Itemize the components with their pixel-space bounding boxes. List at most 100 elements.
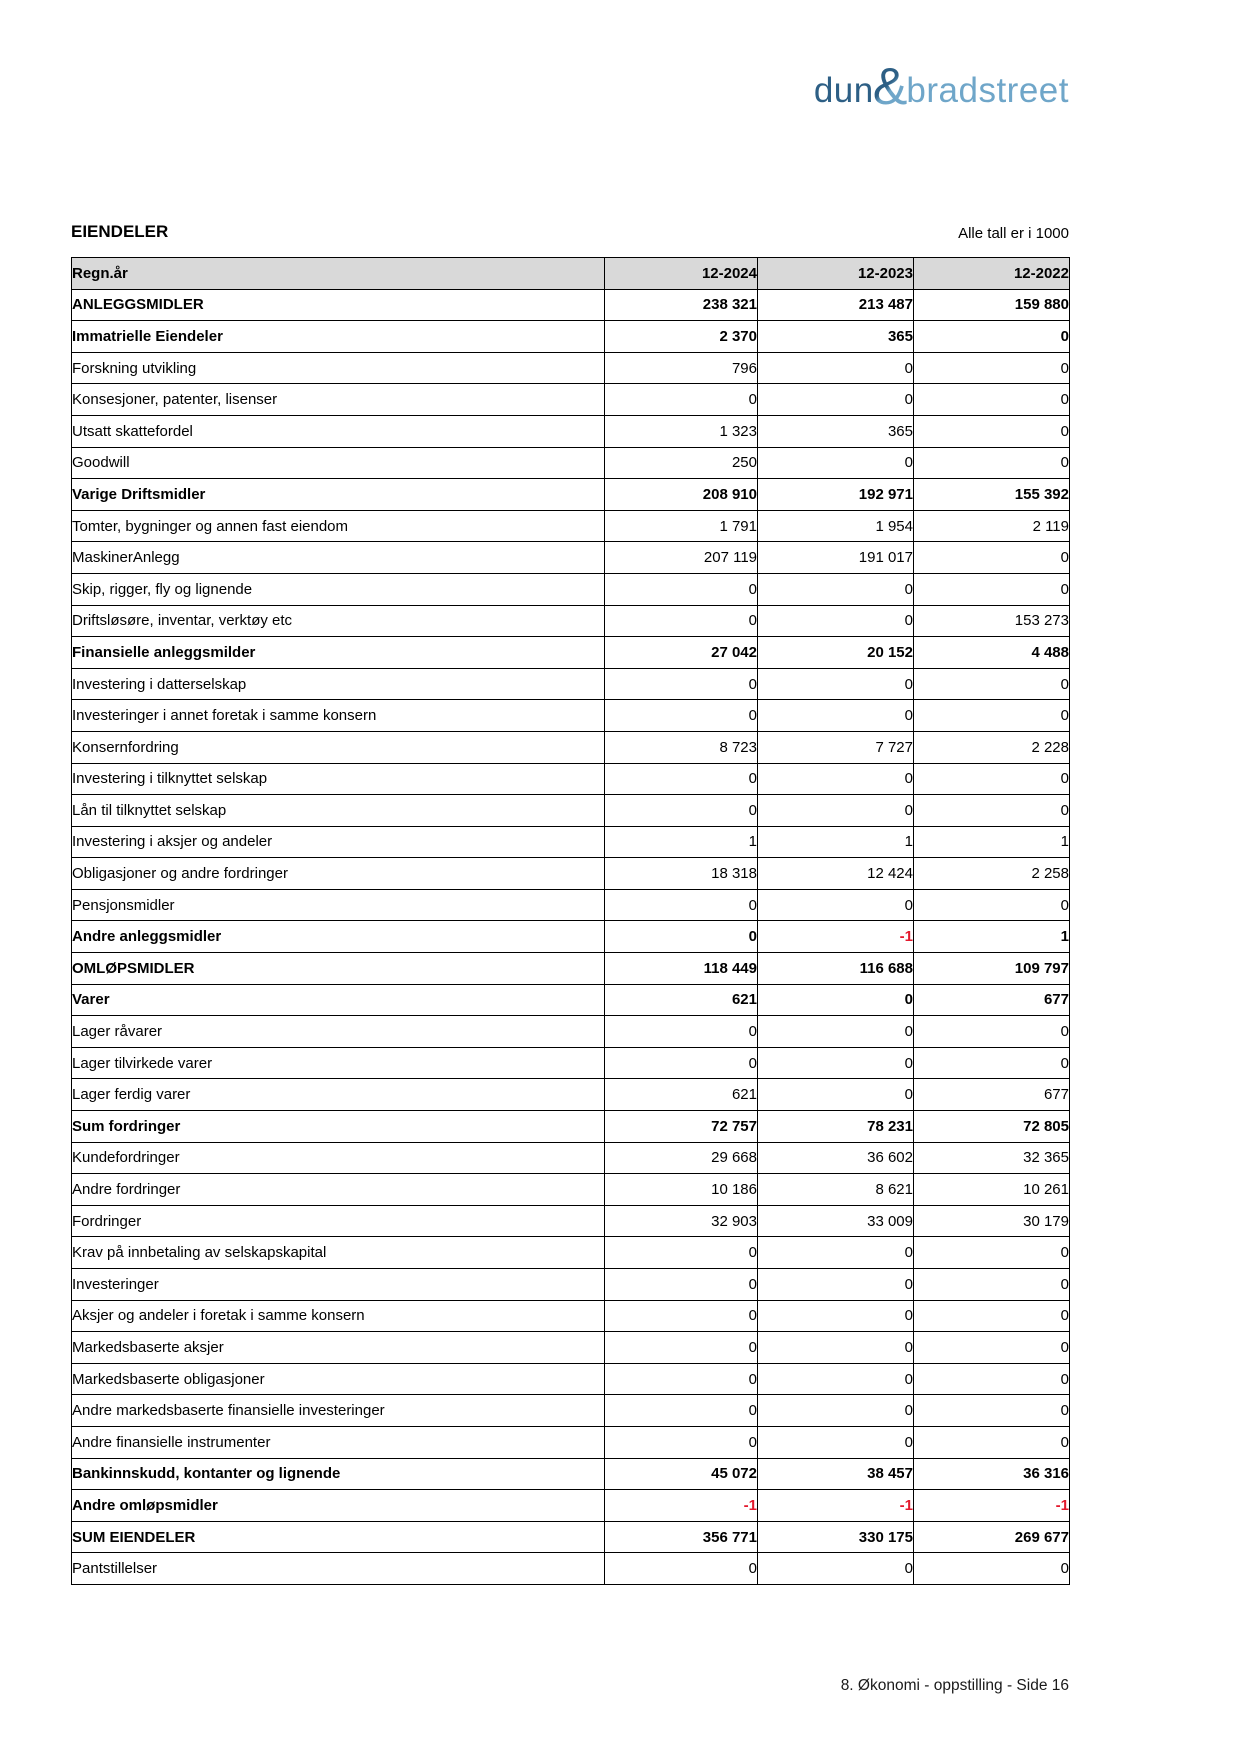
value-cell: 208 910	[604, 478, 758, 511]
row-label: MaskinerAnlegg	[71, 541, 605, 574]
value-cell: 1 954	[757, 509, 914, 543]
value-cell: 0	[913, 1046, 1070, 1080]
value-cell: 0	[757, 1394, 914, 1427]
dun-bradstreet-logo: dun & bradstreet	[814, 61, 1069, 116]
value-cell: 0	[757, 1425, 914, 1459]
table-row: Andre anleggsmidler 0 -1 1	[71, 920, 1070, 954]
row-label: Utsatt skattefordel	[71, 414, 605, 448]
row-label: Sum fordringer	[71, 1110, 605, 1143]
value-cell: 0	[913, 1236, 1070, 1269]
table-heading-line: EIENDELER Alle tall er i 1000	[71, 222, 1069, 242]
value-cell: 0	[757, 572, 914, 606]
table-row: Immatrielle Eiendeler 2 370 365 0	[71, 320, 1070, 353]
row-label: Konsernfordring	[71, 730, 605, 764]
value-cell: 356 771	[604, 1520, 758, 1554]
value-cell: 36 602	[757, 1141, 914, 1175]
value-cell: 0	[913, 667, 1070, 701]
value-cell: 2 258	[913, 857, 1070, 890]
row-label: Skip, rigger, fly og lignende	[71, 572, 605, 606]
value-cell: 0	[913, 699, 1070, 732]
value-cell: 72 805	[913, 1110, 1070, 1143]
value-cell: 0	[757, 1362, 914, 1396]
row-label: Finansielle anleggsmilder	[71, 636, 605, 669]
value-cell: 20 152	[757, 636, 914, 669]
value-cell: 159 880	[913, 288, 1070, 322]
row-label: Krav på innbetaling av selskapskapital	[71, 1236, 605, 1269]
value-cell: 0	[604, 1362, 758, 1396]
table-row: SUM EIENDELER 356 771 330 175 269 677	[71, 1520, 1070, 1554]
value-cell: 0	[913, 1299, 1070, 1333]
value-cell: 0	[604, 1331, 758, 1364]
balance-table: Regn.år 12-2024 12-2023 12-2022 ANLEGGSMIDL…	[71, 257, 1070, 1585]
value-cell: 1	[913, 920, 1070, 954]
value-cell: 0	[604, 1046, 758, 1080]
row-label: Lån til tilknyttet selskap	[71, 794, 605, 827]
value-cell: 0	[604, 1268, 758, 1301]
value-cell: 0	[913, 794, 1070, 827]
value-cell: 0	[604, 1552, 758, 1585]
table-row: Lager ferdig varer 621 0 677	[71, 1078, 1070, 1112]
row-label: Andre omløpsmidler	[71, 1489, 605, 1522]
table-row: Investering i datterselskap 0 0 0	[71, 667, 1070, 701]
value-cell: 29 668	[604, 1141, 758, 1175]
table-row: Varer 621 0 677	[71, 983, 1070, 1017]
column-header-year: 12-2022	[913, 257, 1070, 290]
page-title: EIENDELER	[71, 222, 169, 241]
table-row: ANLEGGSMIDLER 238 321 213 487 159 880	[71, 288, 1070, 322]
value-cell: 8 621	[757, 1173, 914, 1206]
row-label: Kundefordringer	[71, 1141, 605, 1175]
value-cell: 27 042	[604, 636, 758, 669]
value-cell: 0	[757, 794, 914, 827]
value-cell: 0	[913, 541, 1070, 574]
value-cell: 38 457	[757, 1457, 914, 1491]
value-cell: 0	[913, 1362, 1070, 1396]
row-label: Konsesjoner, patenter, lisenser	[71, 383, 605, 416]
logo-text-bradstreet: bradstreet	[906, 70, 1069, 110]
table-header-row: Regn.år 12-2024 12-2023 12-2022	[71, 257, 1070, 290]
table-row: Andre markedsbaserte finansielle investe…	[71, 1394, 1070, 1427]
value-cell: 0	[757, 1268, 914, 1301]
value-cell: 118 449	[604, 952, 758, 985]
table-row: Utsatt skattefordel 1 323 365 0	[71, 414, 1070, 448]
value-cell: 2 370	[604, 320, 758, 353]
value-cell: 0	[604, 762, 758, 796]
value-cell: 192 971	[757, 478, 914, 511]
value-cell: 10 261	[913, 1173, 1070, 1206]
row-label: Andre markedsbaserte finansielle investe…	[71, 1394, 605, 1427]
value-cell: 1	[913, 825, 1070, 859]
row-label: Varer	[71, 983, 605, 1017]
value-cell: 0	[913, 1425, 1070, 1459]
value-cell: 0	[757, 1015, 914, 1048]
value-cell: 0	[757, 383, 914, 416]
value-cell: 0	[757, 1331, 914, 1364]
value-cell: 621	[604, 983, 758, 1017]
value-cell: 0	[913, 888, 1070, 922]
table-row: Bankinnskudd, kontanter og lignende 45 07…	[71, 1457, 1070, 1491]
value-cell: 0	[913, 1268, 1070, 1301]
page-footer: 8. Økonomi - oppstilling - Side 16	[840, 1677, 1069, 1694]
value-cell: 12 424	[757, 857, 914, 890]
value-cell: 0	[913, 762, 1070, 796]
table-row: Pantstillelser 0 0 0	[71, 1552, 1070, 1585]
value-cell: 0	[604, 604, 758, 638]
value-cell: 0	[604, 1394, 758, 1427]
value-cell: 0	[757, 1552, 914, 1585]
row-label: Pantstillelser	[71, 1552, 605, 1585]
value-cell: 365	[757, 320, 914, 353]
value-cell: 2 119	[913, 509, 1070, 543]
value-cell: 18 318	[604, 857, 758, 890]
value-cell: 0	[604, 699, 758, 732]
table-row: Investering i tilknyttet selskap 0 0 0	[71, 762, 1070, 796]
row-label: Investeringer i annet foretak i samme ko…	[71, 699, 605, 732]
value-cell: 0	[757, 983, 914, 1017]
row-label: Forskning utvikling	[71, 351, 605, 385]
row-label: Pensjonsmidler	[71, 888, 605, 922]
row-label: Aksjer og andeler i foretak i samme kons…	[71, 1299, 605, 1333]
row-label: Goodwill	[71, 446, 605, 480]
value-cell: 238 321	[604, 288, 758, 322]
value-cell: 0	[757, 1046, 914, 1080]
table-row: Lån til tilknyttet selskap 0 0 0	[71, 794, 1070, 827]
table-row: Markedsbaserte aksjer 0 0 0	[71, 1331, 1070, 1364]
value-cell: 796	[604, 351, 758, 385]
value-cell: 269 677	[913, 1520, 1070, 1554]
